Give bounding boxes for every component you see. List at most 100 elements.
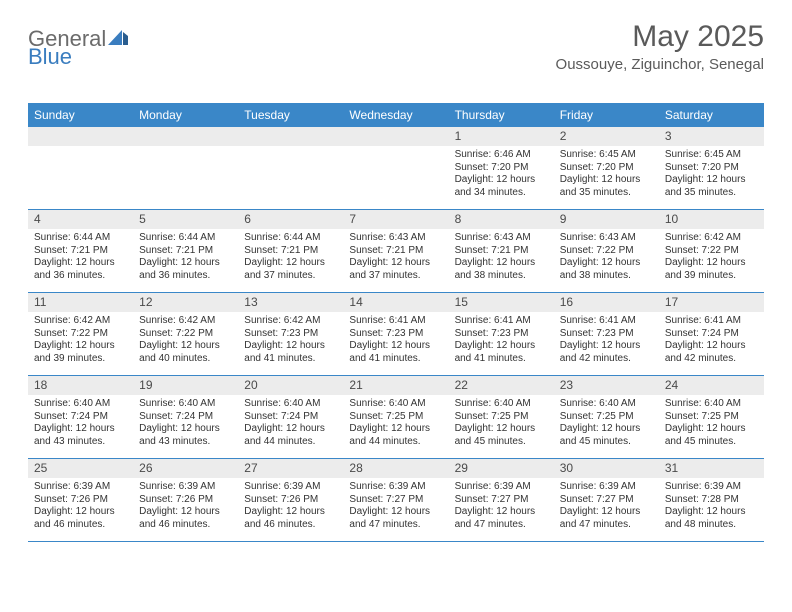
daylight-line: Daylight: 12 hours and 42 minutes. <box>560 340 653 365</box>
sunset-line: Sunset: 7:26 PM <box>139 494 232 507</box>
day-number: 31 <box>659 459 764 478</box>
sunset-line: Sunset: 7:20 PM <box>665 162 758 175</box>
day-number: 22 <box>449 376 554 395</box>
daylight-line: Daylight: 12 hours and 35 minutes. <box>665 174 758 199</box>
month-title: May 2025 <box>556 20 764 54</box>
day-number: 17 <box>659 293 764 312</box>
sunset-line: Sunset: 7:22 PM <box>560 245 653 258</box>
sunrise-line: Sunrise: 6:42 AM <box>34 315 127 328</box>
day-cell <box>28 127 133 209</box>
day-number: 2 <box>554 127 659 146</box>
daylight-line: Daylight: 12 hours and 47 minutes. <box>349 506 442 531</box>
day-cell: 25Sunrise: 6:39 AMSunset: 7:26 PMDayligh… <box>28 459 133 541</box>
day-number: 16 <box>554 293 659 312</box>
day-body: Sunrise: 6:41 AMSunset: 7:24 PMDaylight:… <box>659 312 764 369</box>
sunrise-line: Sunrise: 6:44 AM <box>139 232 232 245</box>
day-cell: 11Sunrise: 6:42 AMSunset: 7:22 PMDayligh… <box>28 293 133 375</box>
day-body: Sunrise: 6:42 AMSunset: 7:22 PMDaylight:… <box>659 229 764 286</box>
day-body: Sunrise: 6:45 AMSunset: 7:20 PMDaylight:… <box>554 146 659 203</box>
header: General May 2025 Oussouye, Ziguinchor, S… <box>28 20 764 73</box>
dow-cell: Wednesday <box>343 103 448 127</box>
sunrise-line: Sunrise: 6:40 AM <box>34 398 127 411</box>
sunset-line: Sunset: 7:28 PM <box>665 494 758 507</box>
day-body: Sunrise: 6:41 AMSunset: 7:23 PMDaylight:… <box>343 312 448 369</box>
daylight-line: Daylight: 12 hours and 34 minutes. <box>455 174 548 199</box>
daylight-line: Daylight: 12 hours and 36 minutes. <box>139 257 232 282</box>
week-row: 18Sunrise: 6:40 AMSunset: 7:24 PMDayligh… <box>28 376 764 459</box>
daylight-line: Daylight: 12 hours and 40 minutes. <box>139 340 232 365</box>
sunset-line: Sunset: 7:25 PM <box>560 411 653 424</box>
day-cell: 3Sunrise: 6:45 AMSunset: 7:20 PMDaylight… <box>659 127 764 209</box>
sunrise-line: Sunrise: 6:39 AM <box>560 481 653 494</box>
day-number: 15 <box>449 293 554 312</box>
sunset-line: Sunset: 7:20 PM <box>560 162 653 175</box>
day-cell: 7Sunrise: 6:43 AMSunset: 7:21 PMDaylight… <box>343 210 448 292</box>
day-number: 24 <box>659 376 764 395</box>
sunset-line: Sunset: 7:21 PM <box>34 245 127 258</box>
daylight-line: Daylight: 12 hours and 38 minutes. <box>560 257 653 282</box>
daylight-line: Daylight: 12 hours and 47 minutes. <box>455 506 548 531</box>
dow-cell: Tuesday <box>238 103 343 127</box>
daylight-line: Daylight: 12 hours and 46 minutes. <box>34 506 127 531</box>
empty-day-header <box>238 127 343 146</box>
sunset-line: Sunset: 7:22 PM <box>665 245 758 258</box>
daylight-line: Daylight: 12 hours and 39 minutes. <box>665 257 758 282</box>
logo-sail-icon <box>108 26 128 52</box>
daylight-line: Daylight: 12 hours and 46 minutes. <box>139 506 232 531</box>
sunset-line: Sunset: 7:21 PM <box>139 245 232 258</box>
sunrise-line: Sunrise: 6:41 AM <box>455 315 548 328</box>
day-cell: 24Sunrise: 6:40 AMSunset: 7:25 PMDayligh… <box>659 376 764 458</box>
daylight-line: Daylight: 12 hours and 45 minutes. <box>665 423 758 448</box>
calendar-page: General May 2025 Oussouye, Ziguinchor, S… <box>0 0 792 562</box>
day-body: Sunrise: 6:39 AMSunset: 7:26 PMDaylight:… <box>28 478 133 535</box>
day-body: Sunrise: 6:40 AMSunset: 7:25 PMDaylight:… <box>343 395 448 452</box>
dow-cell: Friday <box>554 103 659 127</box>
day-cell <box>133 127 238 209</box>
sunrise-line: Sunrise: 6:43 AM <box>349 232 442 245</box>
daylight-line: Daylight: 12 hours and 46 minutes. <box>244 506 337 531</box>
day-number: 1 <box>449 127 554 146</box>
sunrise-line: Sunrise: 6:40 AM <box>560 398 653 411</box>
day-cell: 14Sunrise: 6:41 AMSunset: 7:23 PMDayligh… <box>343 293 448 375</box>
dow-cell: Monday <box>133 103 238 127</box>
day-number: 19 <box>133 376 238 395</box>
daylight-line: Daylight: 12 hours and 48 minutes. <box>665 506 758 531</box>
week-row: 25Sunrise: 6:39 AMSunset: 7:26 PMDayligh… <box>28 459 764 542</box>
day-body: Sunrise: 6:40 AMSunset: 7:24 PMDaylight:… <box>133 395 238 452</box>
sunrise-line: Sunrise: 6:40 AM <box>455 398 548 411</box>
sunset-line: Sunset: 7:27 PM <box>560 494 653 507</box>
sunset-line: Sunset: 7:24 PM <box>665 328 758 341</box>
sunrise-line: Sunrise: 6:42 AM <box>139 315 232 328</box>
dow-cell: Thursday <box>449 103 554 127</box>
day-body: Sunrise: 6:40 AMSunset: 7:25 PMDaylight:… <box>554 395 659 452</box>
day-body: Sunrise: 6:44 AMSunset: 7:21 PMDaylight:… <box>133 229 238 286</box>
location-subtitle: Oussouye, Ziguinchor, Senegal <box>556 56 764 73</box>
day-body: Sunrise: 6:39 AMSunset: 7:26 PMDaylight:… <box>133 478 238 535</box>
daylight-line: Daylight: 12 hours and 45 minutes. <box>560 423 653 448</box>
daylight-line: Daylight: 12 hours and 42 minutes. <box>665 340 758 365</box>
day-body: Sunrise: 6:46 AMSunset: 7:20 PMDaylight:… <box>449 146 554 203</box>
sunset-line: Sunset: 7:24 PM <box>139 411 232 424</box>
day-number: 25 <box>28 459 133 478</box>
sunrise-line: Sunrise: 6:41 AM <box>560 315 653 328</box>
sunrise-line: Sunrise: 6:39 AM <box>244 481 337 494</box>
day-cell: 31Sunrise: 6:39 AMSunset: 7:28 PMDayligh… <box>659 459 764 541</box>
sunrise-line: Sunrise: 6:40 AM <box>244 398 337 411</box>
sunset-line: Sunset: 7:21 PM <box>455 245 548 258</box>
sunset-line: Sunset: 7:23 PM <box>560 328 653 341</box>
sunrise-line: Sunrise: 6:39 AM <box>349 481 442 494</box>
day-cell: 1Sunrise: 6:46 AMSunset: 7:20 PMDaylight… <box>449 127 554 209</box>
day-body: Sunrise: 6:42 AMSunset: 7:23 PMDaylight:… <box>238 312 343 369</box>
sunset-line: Sunset: 7:27 PM <box>349 494 442 507</box>
day-of-week-header: SundayMondayTuesdayWednesdayThursdayFrid… <box>28 103 764 127</box>
day-number: 3 <box>659 127 764 146</box>
day-number: 5 <box>133 210 238 229</box>
day-number: 6 <box>238 210 343 229</box>
day-cell: 4Sunrise: 6:44 AMSunset: 7:21 PMDaylight… <box>28 210 133 292</box>
day-cell: 12Sunrise: 6:42 AMSunset: 7:22 PMDayligh… <box>133 293 238 375</box>
title-block: May 2025 Oussouye, Ziguinchor, Senegal <box>556 20 764 73</box>
sunrise-line: Sunrise: 6:42 AM <box>244 315 337 328</box>
sunrise-line: Sunrise: 6:43 AM <box>560 232 653 245</box>
sunset-line: Sunset: 7:21 PM <box>244 245 337 258</box>
day-cell: 22Sunrise: 6:40 AMSunset: 7:25 PMDayligh… <box>449 376 554 458</box>
